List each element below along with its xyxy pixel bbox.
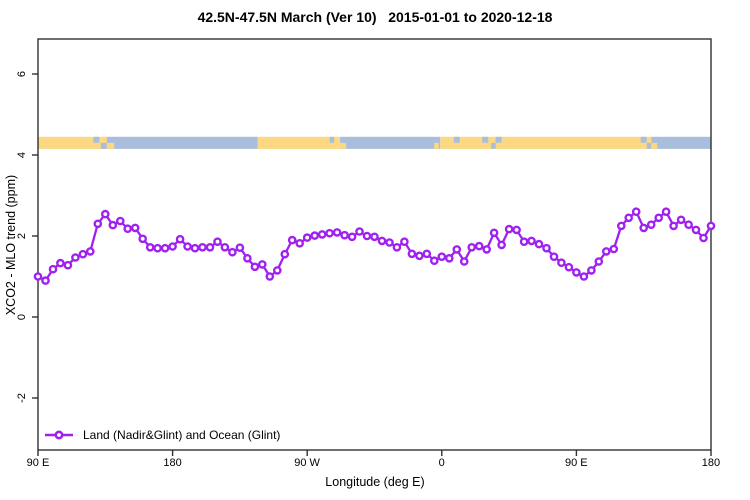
y-tick-label: -2 (16, 393, 28, 403)
y-tick-label: 6 (16, 70, 28, 78)
surface-band-segment-ocean (651, 136, 711, 149)
surface-band-segment-land (440, 136, 652, 149)
surface-band-patch-ocean (329, 136, 335, 143)
x-tick-label: 0 (438, 457, 445, 469)
surface-band-patch-ocean (646, 142, 652, 149)
surface-band-patch-land (106, 142, 115, 149)
surface-band-segment-ocean (340, 136, 441, 149)
surface-band-segment-land (38, 136, 107, 149)
y-axis-title: XCO2 - MLO trend (ppm) (4, 174, 18, 316)
surface-band-patch-land (340, 142, 347, 149)
data-series-line (37, 209, 712, 283)
x-tick-label: 180 (163, 457, 182, 469)
surface-band-patch-land (651, 142, 658, 149)
surface-band-segment-ocean (106, 136, 258, 149)
plot-frame (37, 38, 712, 451)
surface-band-patch-ocean (100, 142, 107, 149)
surface-band-patch-ocean (640, 136, 647, 143)
surface-band-segment-land (257, 136, 341, 149)
data-series-markers (33, 207, 716, 285)
x-tick-label: 180 (701, 457, 721, 469)
x-tick-label: 90 W (294, 457, 320, 469)
surface-band-patch-ocean (93, 136, 100, 143)
legend-label: Land (Nadir&Glint) and Ocean (Glint) (83, 428, 281, 442)
surface-band-patch-land (434, 142, 439, 149)
surface-band-patch-ocean (482, 136, 489, 143)
x-tick-label: 90 E (564, 457, 588, 469)
y-tick-label: 4 (16, 151, 28, 159)
chart-title: 42.5N-47.5N March (Ver 10) 2015-01-01 to… (197, 9, 553, 25)
legend-marker-icon (45, 430, 73, 440)
x-tick-label: 90 E (26, 457, 50, 469)
x-axis-title: Longitude (deg E) (325, 475, 425, 489)
surface-band-patch-ocean (495, 136, 502, 143)
surface-band-patch-ocean (491, 142, 496, 149)
surface-band-patch-ocean (453, 136, 460, 143)
legend: Land (Nadir&Glint) and Ocean (Glint) (44, 428, 280, 442)
